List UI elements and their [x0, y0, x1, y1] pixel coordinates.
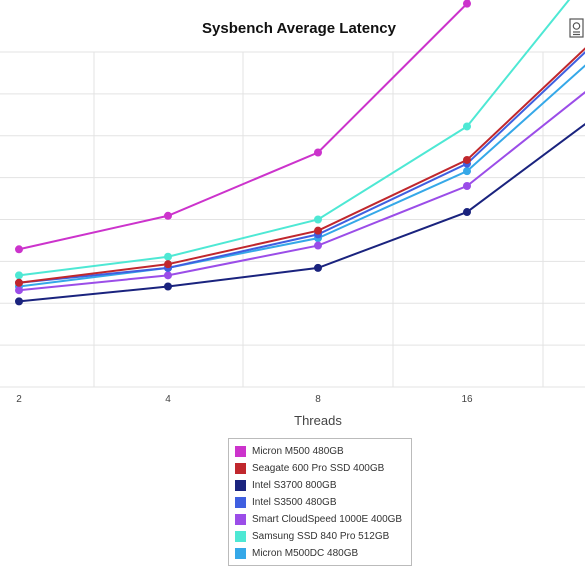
legend-swatch	[235, 514, 246, 525]
data-point[interactable]	[164, 252, 172, 261]
x-tick-labels: 2 4 8 16	[16, 394, 473, 405]
legend-label: Samsung SSD 840 Pro 512GB	[252, 531, 390, 542]
legend-item[interactable]: Samsung SSD 840 Pro 512GB	[235, 528, 405, 545]
legend-label: Smart CloudSpeed 1000E 400GB	[252, 514, 403, 525]
legend-label: Micron M500DC 480GB	[252, 548, 359, 559]
data-point[interactable]	[314, 263, 322, 272]
x-tick-label: 16	[461, 394, 473, 405]
data-point[interactable]	[15, 278, 23, 287]
data-point[interactable]	[463, 182, 471, 190]
series-line	[18, 0, 470, 251]
legend-label: Intel S3500 480GB	[252, 497, 337, 508]
chart-legend: Micron M500 480GB Seagate 600 Pro SSD 400…	[228, 438, 412, 566]
legend-label: Seagate 600 Pro SSD 400GB	[252, 463, 385, 474]
legend-item[interactable]: Intel S3500 480GB	[235, 494, 405, 511]
legend-swatch	[235, 497, 246, 508]
legend-item[interactable]: Intel S3700 800GB	[235, 477, 405, 494]
data-point[interactable]	[164, 260, 172, 269]
data-point[interactable]	[314, 241, 322, 250]
data-point[interactable]	[314, 148, 322, 157]
data-point[interactable]	[164, 282, 172, 291]
series-line	[18, 47, 585, 284]
series-layer	[15, 0, 585, 306]
x-tick-label: 4	[165, 394, 171, 405]
data-point[interactable]	[15, 245, 23, 254]
series-line	[18, 91, 585, 292]
legend-swatch	[235, 480, 246, 491]
legend-item[interactable]: Seagate 600 Pro SSD 400GB	[235, 460, 405, 477]
x-axis-label: Threads	[294, 413, 342, 428]
legend-item[interactable]: Smart CloudSpeed 1000E 400GB	[235, 511, 405, 528]
data-point[interactable]	[164, 211, 172, 220]
data-point[interactable]	[314, 226, 322, 235]
data-point[interactable]	[164, 271, 172, 280]
series-line	[18, 51, 585, 284]
grid-lines	[0, 51, 585, 388]
data-point[interactable]	[15, 271, 23, 280]
x-tick-label: 8	[315, 394, 321, 405]
x-tick-label: 2	[16, 394, 22, 405]
legend-item[interactable]: Micron M500 480GB	[235, 443, 405, 460]
data-point[interactable]	[15, 286, 23, 295]
chart-title: Sysbench Average Latency	[202, 20, 397, 37]
data-point[interactable]	[463, 122, 471, 131]
data-point[interactable]	[463, 155, 471, 164]
data-point[interactable]	[314, 215, 322, 224]
legend-swatch	[235, 531, 246, 542]
legend-label: Intel S3700 800GB	[252, 480, 337, 491]
data-point[interactable]	[15, 297, 23, 306]
legend-label: Micron M500 480GB	[252, 446, 344, 457]
legend-item[interactable]: Micron M500DC 480GB	[235, 545, 405, 562]
chart-menu-icon[interactable]	[568, 18, 585, 42]
data-point[interactable]	[463, 0, 471, 8]
data-point[interactable]	[463, 167, 471, 176]
data-point[interactable]	[463, 208, 471, 217]
legend-swatch	[235, 446, 246, 457]
legend-swatch	[235, 548, 246, 559]
legend-swatch	[235, 463, 246, 474]
